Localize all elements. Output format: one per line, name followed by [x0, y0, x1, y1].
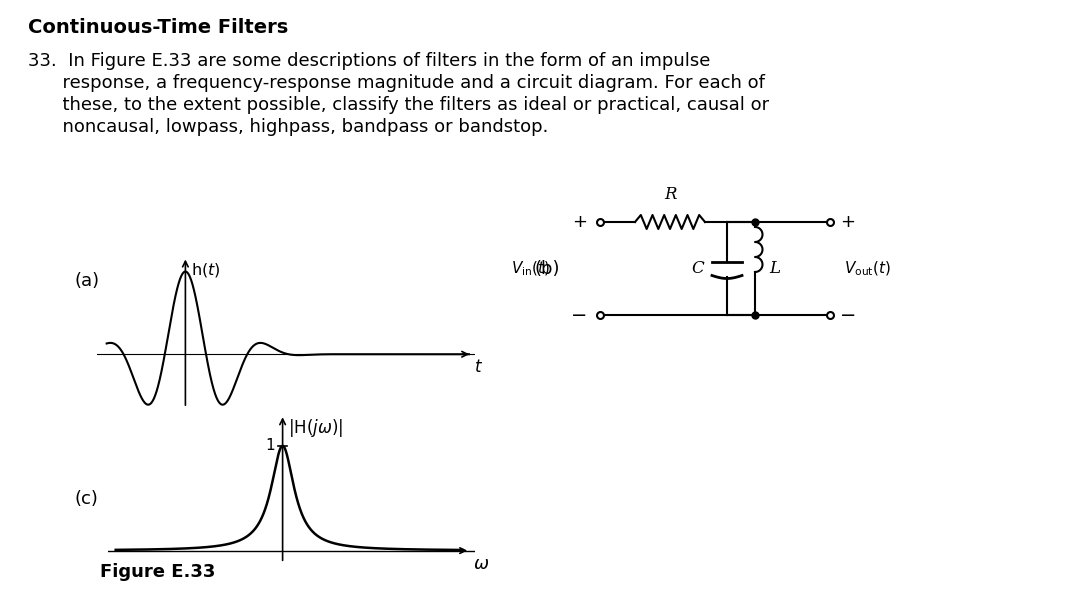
Text: −: −	[840, 305, 856, 324]
Text: C: C	[691, 260, 704, 277]
Text: R: R	[664, 186, 676, 203]
Text: (a): (a)	[75, 272, 100, 290]
Text: noncausal, lowpass, highpass, bandpass or bandstop.: noncausal, lowpass, highpass, bandpass o…	[28, 118, 549, 136]
Text: $\it{V}$$_{\mathregular{in}}$($\it{t}$): $\it{V}$$_{\mathregular{in}}$($\it{t}$)	[511, 259, 550, 278]
Text: +: +	[840, 213, 855, 231]
Text: response, a frequency-response magnitude and a circuit diagram. For each of: response, a frequency-response magnitude…	[28, 74, 765, 92]
Text: Continuous-Time Filters: Continuous-Time Filters	[28, 18, 288, 37]
Text: (c): (c)	[75, 490, 99, 508]
Text: L: L	[769, 260, 781, 277]
Text: these, to the extent possible, classify the filters as ideal or practical, causa: these, to the extent possible, classify …	[28, 96, 769, 114]
Text: Figure E.33: Figure E.33	[100, 563, 215, 581]
Text: $\it{V}$$_{\mathregular{out}}$($\it{t}$): $\it{V}$$_{\mathregular{out}}$($\it{t}$)	[843, 259, 891, 278]
Text: $\it{\omega}$: $\it{\omega}$	[473, 555, 489, 573]
Text: 1: 1	[266, 438, 275, 453]
Text: 33.  In Figure E.33 are some descriptions of filters in the form of an impulse: 33. In Figure E.33 are some descriptions…	[28, 52, 711, 70]
Text: h($\it{t}$): h($\it{t}$)	[191, 261, 220, 279]
Text: $\it{t}$: $\it{t}$	[474, 358, 483, 377]
Text: −: −	[570, 305, 588, 324]
Text: (b): (b)	[535, 260, 561, 278]
Text: |H($\it{j}\omega$)|: |H($\it{j}\omega$)|	[287, 416, 342, 438]
Text: +: +	[572, 213, 588, 231]
